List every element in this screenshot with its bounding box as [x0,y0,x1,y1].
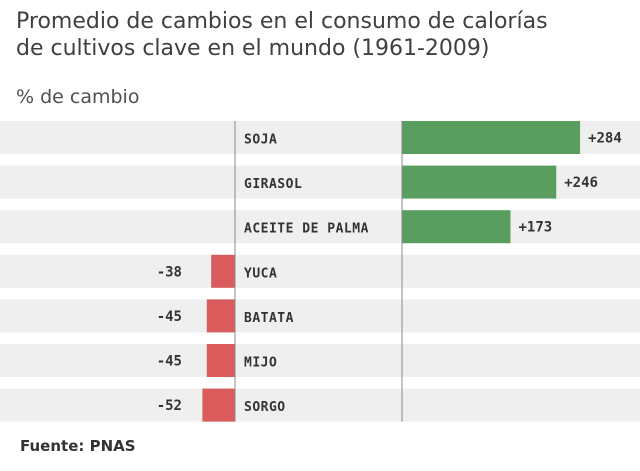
category-label: BATATA [244,311,294,326]
bar-negative [202,388,235,422]
category-label: ACEITE DE PALMA [244,222,369,237]
value-label: +284 [588,131,622,147]
value-label: -45 [157,354,182,370]
value-label: -45 [157,309,182,325]
chart-title-line-2: de cultivos clave en el mundo (1961-2009… [16,36,490,61]
chart-title-line-1: Promedio de cambios en el consumo de cal… [16,9,548,34]
source-note: Fuente: PNAS [20,437,136,455]
bar-negative [206,344,235,377]
value-label: -52 [157,398,182,414]
bar-positive [402,165,557,199]
value-label: -38 [157,264,182,280]
value-label: +173 [518,220,552,236]
bar-positive [402,121,581,154]
chart-title: Promedio de cambios en el consumo de cal… [16,8,548,62]
category-label: SOJA [244,133,277,148]
bar-negative [211,254,235,288]
category-label: GIRASOL [244,177,302,192]
category-label: SORGO [244,400,286,415]
row-band [0,254,640,288]
bar-positive [402,210,511,244]
bar-negative [206,299,235,333]
row-band [0,299,640,333]
row-band [0,388,640,422]
row-band [0,210,640,244]
row-band [0,344,640,377]
category-label: YUCA [244,266,277,281]
value-label: +246 [564,175,598,191]
category-label: MIJO [244,356,277,371]
y-axis-label: % de cambio [16,86,140,108]
